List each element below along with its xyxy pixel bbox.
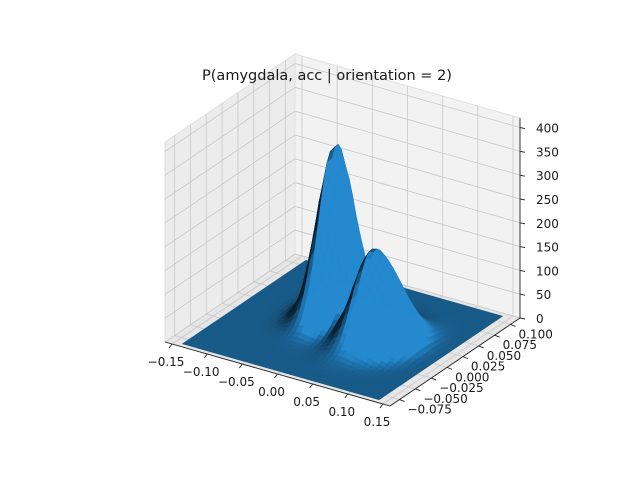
y-tick-label: −0.025: [439, 381, 483, 395]
grid-line-z-left: [164, 182, 296, 271]
x-tick-label: −0.05: [218, 375, 255, 389]
y-tick-mark: [399, 399, 405, 402]
surface-facet: [373, 396, 383, 401]
grid-line-z-left: [164, 206, 296, 295]
grid-line-z-back: [294, 134, 521, 200]
x-tick-mark: [379, 403, 384, 409]
x-tick-mark: [238, 363, 243, 369]
x-tick-mark: [344, 393, 349, 399]
z-tick-mark: [519, 150, 526, 153]
x-tick-mark: [168, 343, 173, 349]
grid-line-z-left: [164, 253, 296, 343]
x-tick-label: −0.15: [148, 355, 185, 369]
y-tick-label: 0.025: [471, 360, 505, 374]
z-tick-label: 50: [536, 288, 551, 302]
z-tick-mark: [519, 269, 526, 272]
z-tick-label: 350: [536, 145, 559, 159]
z-tick-mark: [519, 127, 526, 129]
x-tick-mark: [203, 353, 208, 359]
chart-title: P(amygdala, acc | orientation = 2): [202, 68, 452, 84]
y-axis-line: [389, 317, 521, 407]
y-tick-label: 0.000: [455, 370, 489, 384]
z-tick-label: 300: [536, 169, 559, 183]
grid-line-z-left: [164, 87, 296, 176]
tick-labels: −0.15−0.10−0.050.000.050.100.15−0.075−0.…: [148, 122, 559, 429]
y-tick-label: 0.075: [503, 338, 537, 352]
grid-line-x-floor: [171, 255, 303, 345]
y-tick-label: 0.050: [487, 349, 521, 363]
z-tick-mark: [519, 246, 526, 249]
z-tick-label: 0: [536, 312, 544, 326]
x-tick-label: 0.00: [258, 385, 285, 399]
z-tick-mark: [519, 293, 526, 296]
grid-line-z-left: [164, 158, 296, 248]
grid-line-z-back: [294, 86, 521, 152]
z-tick-mark: [519, 317, 526, 320]
y-tick-label: −0.075: [408, 403, 452, 417]
z-tick-label: 250: [536, 193, 559, 207]
grid-line-z-back: [294, 110, 521, 176]
z-tick-mark: [519, 174, 526, 177]
grid-line-x-floor: [382, 315, 514, 405]
y-tick-mark: [446, 366, 453, 370]
x-tick-label: 0.05: [293, 395, 320, 409]
z-tick-label: 150: [536, 241, 559, 255]
y-tick-mark: [478, 345, 484, 349]
z-tick-label: 100: [536, 264, 559, 278]
x-tick-mark: [274, 373, 278, 379]
z-tick-label: 400: [536, 122, 559, 136]
z-tick-mark: [519, 222, 526, 225]
y-tick-mark: [415, 388, 421, 392]
y-tick-label: 0.100: [518, 327, 552, 341]
y-tick-mark: [462, 356, 469, 360]
z-tick-mark: [519, 198, 526, 201]
y-tick-label: −0.050: [423, 392, 467, 406]
x-tick-label: 0.15: [364, 415, 391, 429]
z-tick-label: 200: [536, 217, 559, 231]
grid-line-z-left: [164, 110, 296, 200]
x-tick-label: 0.10: [328, 405, 355, 419]
grid-line-z-left: [164, 134, 296, 224]
surface-plot: [181, 143, 504, 401]
y-tick-mark: [431, 377, 437, 381]
y-tick-mark: [510, 324, 516, 327]
y-tick-mark: [494, 334, 500, 338]
grid-line-z-left: [164, 229, 296, 319]
grid-line-z-back: [294, 63, 521, 128]
x-tick-label: −0.10: [183, 365, 220, 379]
grid-line-z-left: [164, 63, 296, 152]
x-tick-mark: [309, 383, 314, 389]
